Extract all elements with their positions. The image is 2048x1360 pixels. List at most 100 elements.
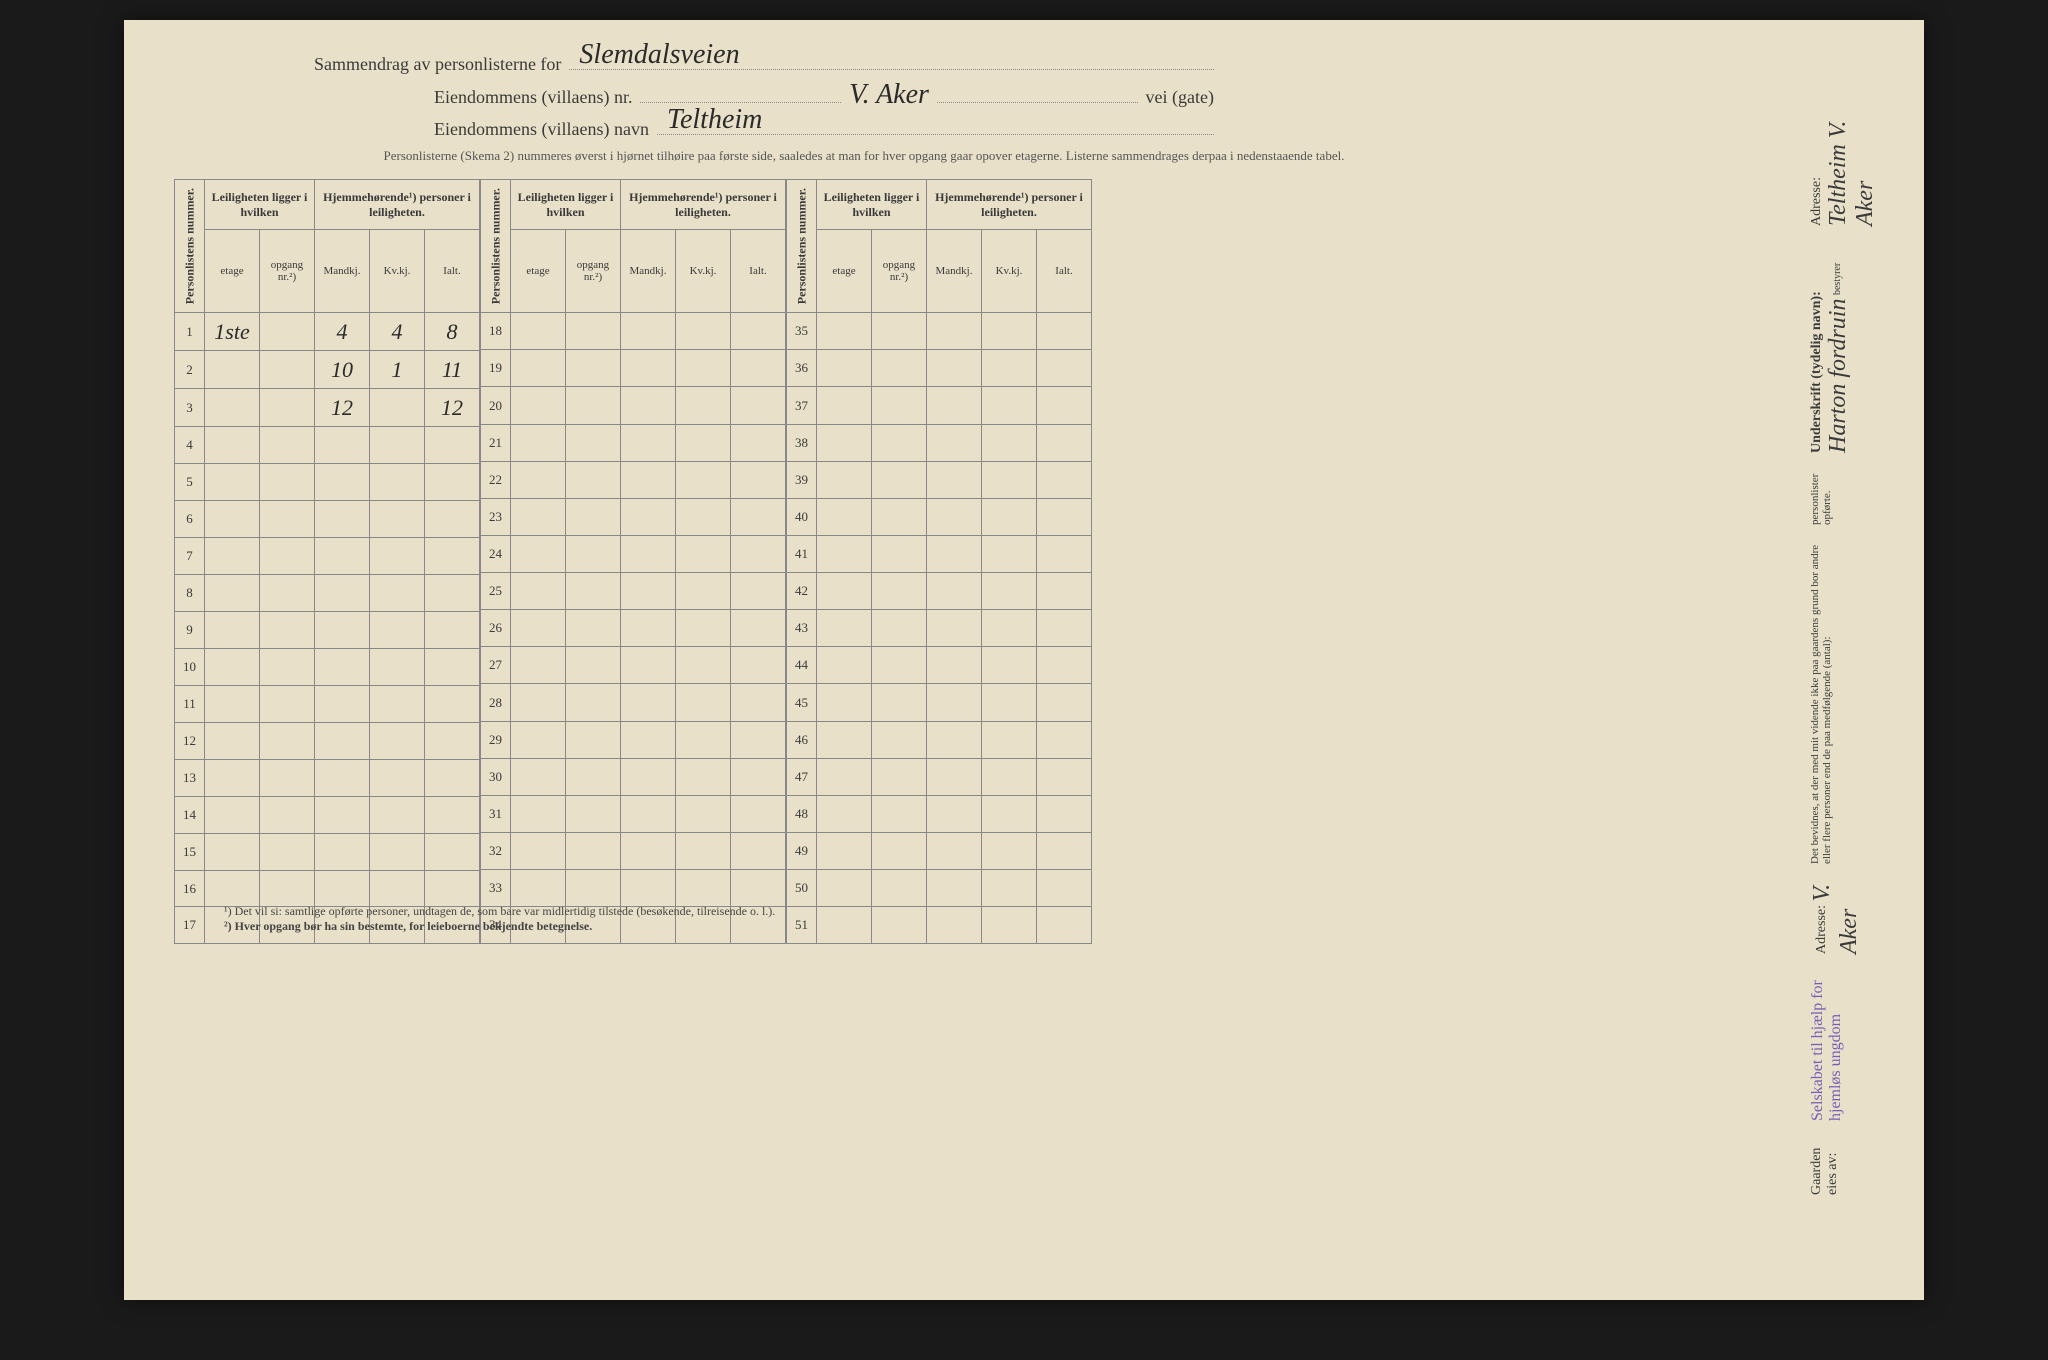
cell-ialt xyxy=(731,758,786,795)
cell-kvkj xyxy=(676,684,731,721)
col-hjemmehorende: Hjemmehørende¹) personer i leiligheten. xyxy=(621,180,786,230)
adresse1: Adresse: Teltheim V. Aker xyxy=(1809,105,1879,226)
cell-kvkj: 4 xyxy=(370,313,425,351)
cell-kvkj xyxy=(982,313,1037,350)
cell-opgang xyxy=(566,461,621,498)
cell-ialt xyxy=(1037,610,1092,647)
cell-etage xyxy=(511,498,566,535)
row-number: 26 xyxy=(481,610,511,647)
table-row: 45 xyxy=(787,684,1092,721)
cell-mandkj xyxy=(621,387,676,424)
col-etage: etage xyxy=(511,230,566,313)
row-number: 9 xyxy=(175,611,205,648)
table-row: 35 xyxy=(787,313,1092,350)
underskrift: Underskrift (tydelig navn): Harton fordr… xyxy=(1809,246,1879,453)
personlister: personlister opførte. xyxy=(1809,473,1879,525)
row-number: 48 xyxy=(787,795,817,832)
cell-ialt xyxy=(1037,832,1092,869)
cell-mandkj: 12 xyxy=(315,389,370,427)
cell-opgang xyxy=(260,389,315,427)
cell-ialt xyxy=(1037,795,1092,832)
row-number: 46 xyxy=(787,721,817,758)
cell-opgang xyxy=(872,721,927,758)
cell-opgang xyxy=(872,313,927,350)
cell-ialt xyxy=(425,611,480,648)
cell-mandkj xyxy=(927,684,982,721)
cell-kvkj xyxy=(676,721,731,758)
cell-etage xyxy=(205,796,260,833)
row-number: 47 xyxy=(787,758,817,795)
row-number: 31 xyxy=(481,795,511,832)
cell-mandkj xyxy=(927,610,982,647)
table-row: 50 xyxy=(787,870,1092,907)
cell-opgang xyxy=(566,573,621,610)
cell-mandkj xyxy=(927,647,982,684)
cell-ialt xyxy=(731,647,786,684)
cell-etage xyxy=(511,535,566,572)
row-number: 15 xyxy=(175,833,205,870)
cell-kvkj xyxy=(982,461,1037,498)
cell-etage xyxy=(817,684,872,721)
cell-kvkj xyxy=(676,870,731,907)
summary-table-section-3: Personlistens nummer. Leiligheten ligger… xyxy=(786,179,1092,944)
table-row: 47 xyxy=(787,758,1092,795)
table-row: 39 xyxy=(787,461,1092,498)
cell-opgang xyxy=(872,758,927,795)
cell-ialt xyxy=(425,759,480,796)
cell-mandkj xyxy=(621,498,676,535)
cell-kvkj xyxy=(370,389,425,427)
table-row: 44 xyxy=(787,647,1092,684)
table-row: 1 1ste 4 4 8 xyxy=(175,313,480,351)
row-number: 20 xyxy=(481,387,511,424)
cell-ialt xyxy=(1037,535,1092,572)
cell-ialt xyxy=(1037,461,1092,498)
cell-mandkj xyxy=(927,461,982,498)
table-row: 41 xyxy=(787,535,1092,572)
cell-kvkj xyxy=(676,795,731,832)
table-row: 7 xyxy=(175,538,480,575)
cell-mandkj xyxy=(315,722,370,759)
cell-opgang xyxy=(872,387,927,424)
row-number: 41 xyxy=(787,535,817,572)
cell-opgang xyxy=(260,351,315,389)
cell-mandkj: 10 xyxy=(315,351,370,389)
cell-ialt: 11 xyxy=(425,351,480,389)
table-row: 19 xyxy=(481,350,786,387)
col-opgang: opgang nr.²) xyxy=(872,230,927,313)
line3-hw: Teltheim xyxy=(667,104,762,136)
cell-opgang xyxy=(260,464,315,501)
summary-table-section-2: Personlistens nummer. Leiligheten ligger… xyxy=(480,179,786,944)
cell-etage xyxy=(511,721,566,758)
table-row: 2 10 1 11 xyxy=(175,351,480,389)
table-row: 32 xyxy=(481,832,786,869)
cell-etage xyxy=(817,832,872,869)
cell-etage xyxy=(817,387,872,424)
row-number: 12 xyxy=(175,722,205,759)
cell-ialt xyxy=(1037,313,1092,350)
cell-mandkj xyxy=(927,313,982,350)
cell-ialt xyxy=(731,573,786,610)
cell-kvkj xyxy=(982,758,1037,795)
cell-etage xyxy=(817,424,872,461)
cell-opgang xyxy=(872,350,927,387)
cell-kvkj: 1 xyxy=(370,351,425,389)
cell-ialt xyxy=(425,833,480,870)
col-personlist-num: Personlistens nummer. xyxy=(175,180,205,313)
cell-kvkj xyxy=(370,722,425,759)
cell-mandkj xyxy=(927,832,982,869)
cell-mandkj xyxy=(927,758,982,795)
cell-etage: 1ste xyxy=(205,313,260,351)
cell-mandkj xyxy=(927,721,982,758)
row-number: 43 xyxy=(787,610,817,647)
sidebar: Gaarden eies av: Selskabet til hjælp for… xyxy=(1804,100,1894,1200)
cell-opgang xyxy=(260,685,315,722)
cell-opgang xyxy=(566,387,621,424)
cell-ialt xyxy=(425,648,480,685)
cell-opgang xyxy=(872,498,927,535)
cell-kvkj xyxy=(982,684,1037,721)
cell-kvkj xyxy=(982,387,1037,424)
row-number: 22 xyxy=(481,461,511,498)
cell-mandkj xyxy=(315,648,370,685)
col-mandkj: Mandkj. xyxy=(621,230,676,313)
cell-opgang xyxy=(260,575,315,612)
